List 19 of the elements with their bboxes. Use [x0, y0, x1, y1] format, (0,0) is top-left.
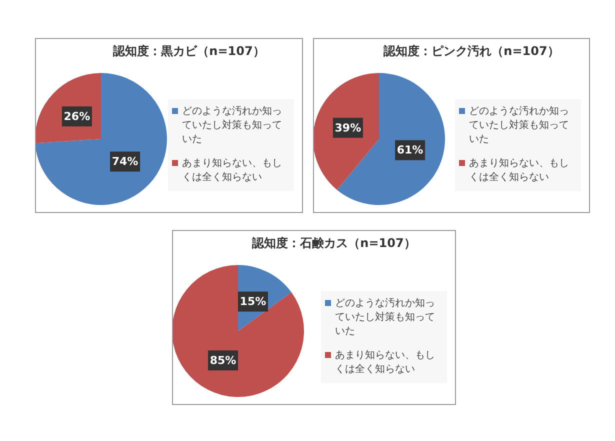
data-label: 74%: [112, 155, 138, 168]
data-label: 26%: [64, 110, 90, 123]
chart-title: 認知度：石鹸カス（n=107）: [250, 235, 417, 252]
legend-label: どのような汚れか知っていたし対策も知っていた: [182, 105, 283, 147]
pie-slice: [336, 73, 445, 205]
chart-title: 認知度：ピンク汚れ（n=107）: [382, 43, 560, 60]
legend-label: あまり知らない、もしくは全く知らない: [469, 157, 570, 185]
pie-slice: [314, 73, 379, 190]
legend-label: どのような汚れか知っていたし対策も知っていた: [469, 105, 570, 147]
legend-label: どのような汚れか知っていたし対策も知っていた: [335, 297, 436, 339]
data-label: 15%: [240, 295, 266, 308]
pie-slice: [173, 265, 304, 397]
pie-slice: [36, 73, 167, 205]
chart-title: 認知度：黒カビ（n=107）: [112, 43, 266, 60]
data-label: 61%: [396, 144, 424, 157]
data-label: 85%: [210, 354, 236, 367]
data-label: 39%: [334, 121, 362, 134]
legend-label: あまり知らない、もしくは全く知らない: [335, 349, 436, 377]
legend-label: あまり知らない、もしくは全く知らない: [182, 157, 283, 185]
